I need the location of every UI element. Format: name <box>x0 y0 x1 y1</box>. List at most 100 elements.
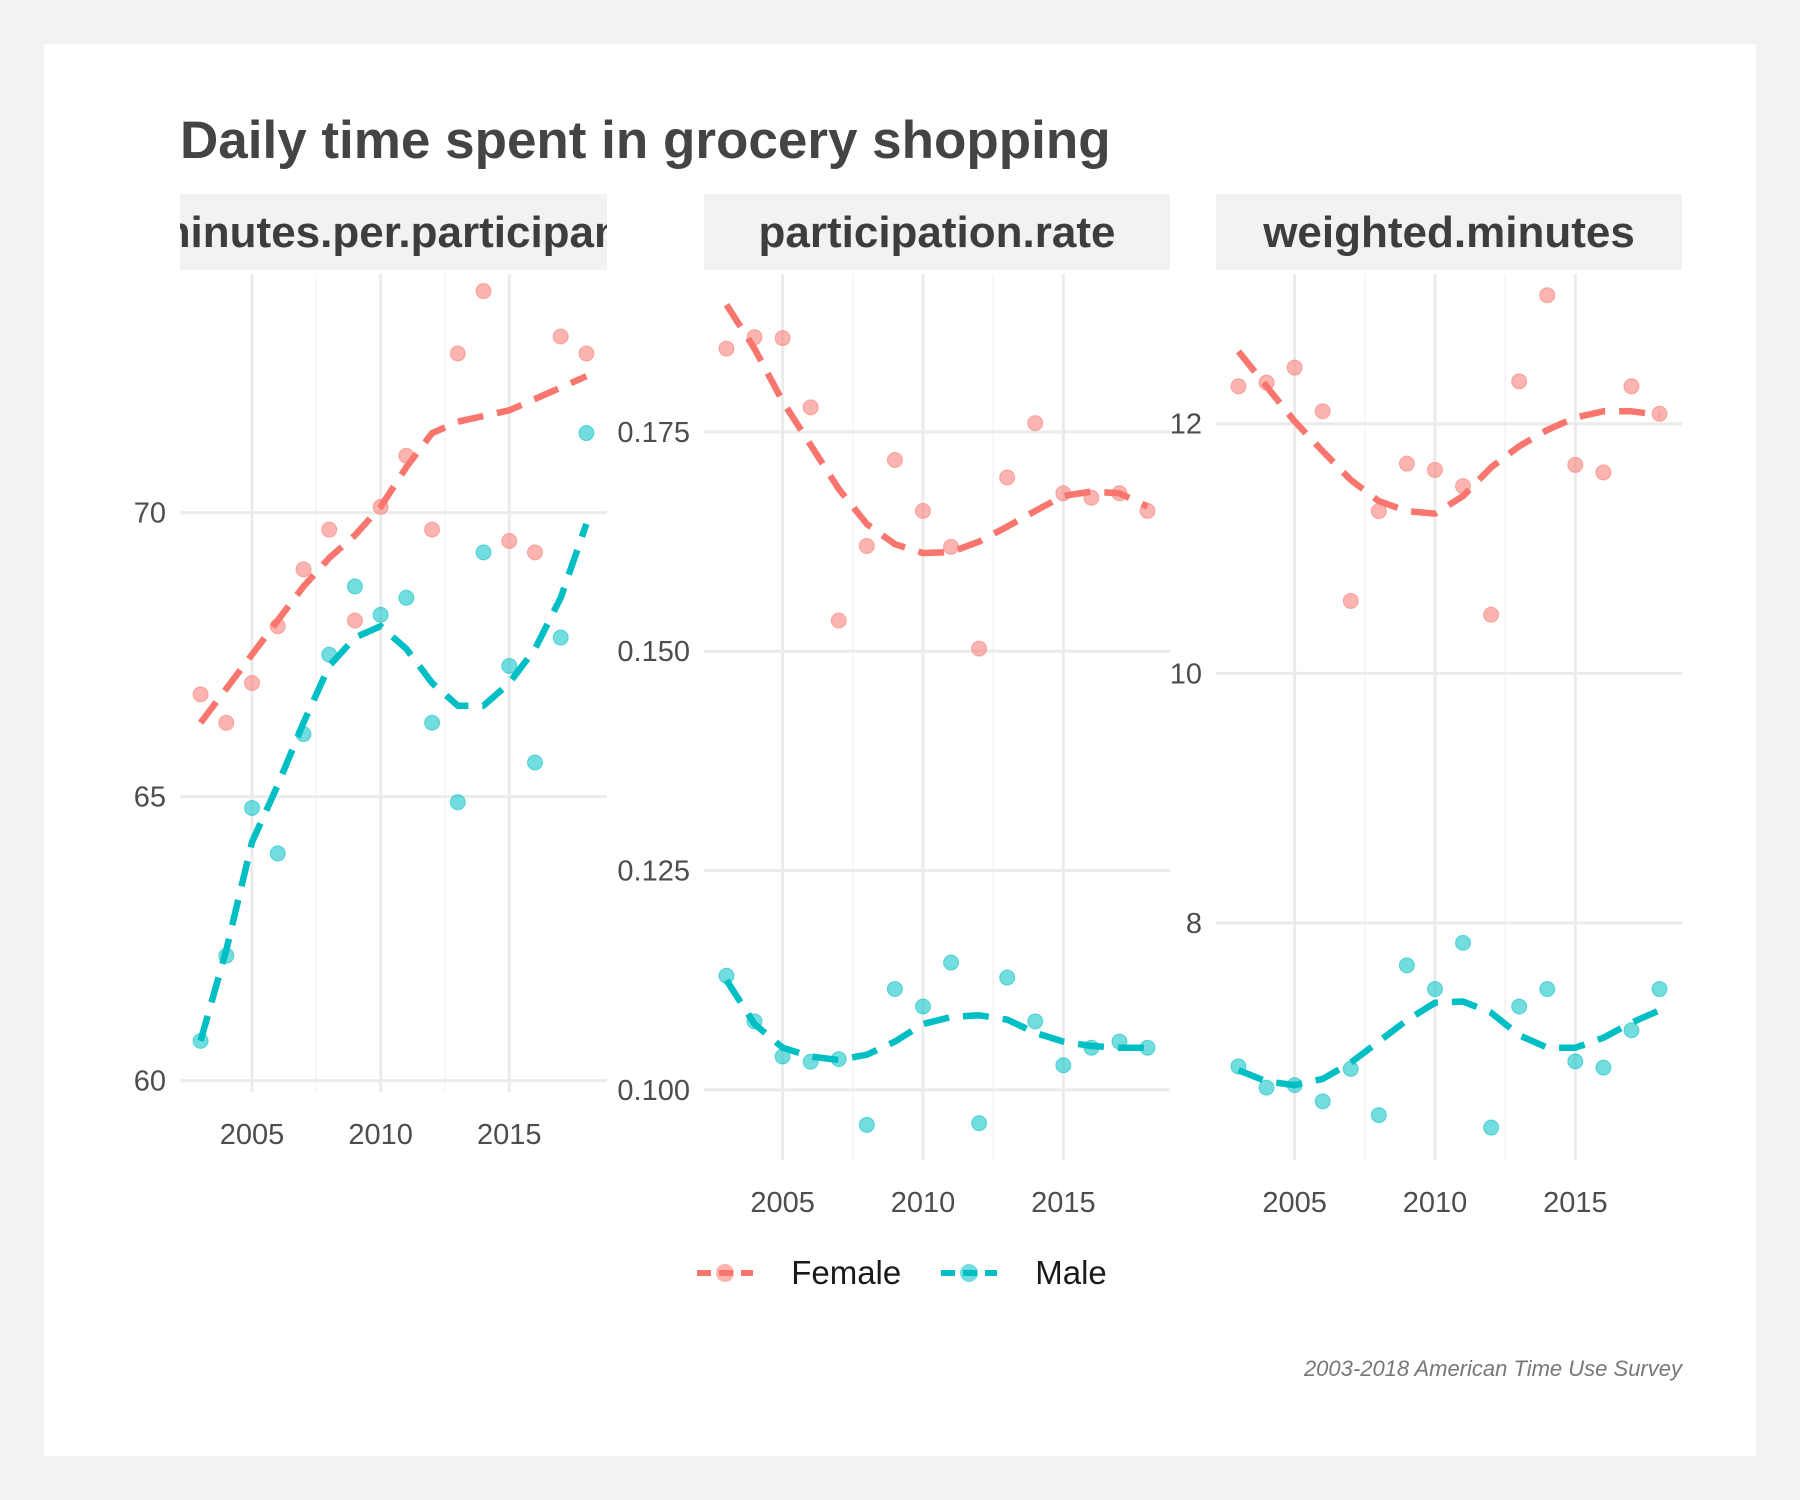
data-point <box>1342 1060 1359 1077</box>
x-tick-label: 2005 <box>220 1119 285 1151</box>
data-point <box>1511 373 1528 390</box>
data-point <box>1426 461 1443 478</box>
data-point <box>886 980 903 997</box>
data-point <box>914 998 931 1015</box>
data-point <box>346 578 363 595</box>
y-tick-label: 60 <box>134 1066 166 1098</box>
data-point <box>1258 1079 1275 1096</box>
data-point <box>774 330 791 347</box>
data-point <box>802 399 819 416</box>
data-point <box>449 794 466 811</box>
strip-label: weighted.minutes <box>1262 208 1635 257</box>
data-point <box>552 629 569 646</box>
panel-strip: minutes.per.participant <box>151 194 635 270</box>
data-point <box>943 538 960 555</box>
data-point <box>321 521 338 538</box>
data-point <box>1595 464 1612 481</box>
data-point <box>244 799 261 816</box>
data-point <box>295 561 312 578</box>
data-point <box>475 544 492 561</box>
data-point <box>1230 378 1247 395</box>
data-point <box>886 451 903 468</box>
facet-plot: minutes.per.participant 2005 2010 2015 60 65 7… <box>134 194 1682 1219</box>
series-male <box>718 954 1156 1133</box>
panel-minutes.per.participant: minutes.per.participant 2005 2010 2015 60 65 7… <box>134 194 635 1151</box>
chart-card: Daily time spent in grocery shopping min… <box>44 44 1756 1456</box>
y-tick-label: 8 <box>1186 908 1202 940</box>
data-point <box>1539 981 1556 998</box>
data-point <box>449 345 466 362</box>
data-point <box>1342 592 1359 609</box>
data-point <box>1314 403 1331 420</box>
data-point <box>718 340 735 357</box>
data-point <box>943 954 960 971</box>
x-tick-label: 2015 <box>1031 1187 1096 1219</box>
y-tick-label: 0.125 <box>617 856 690 888</box>
data-point <box>526 754 543 771</box>
x-tick-label: 2010 <box>1403 1187 1468 1219</box>
data-point <box>999 969 1016 986</box>
data-point <box>501 532 518 549</box>
data-point <box>858 537 875 554</box>
x-tick-label: 2015 <box>477 1119 542 1151</box>
data-point <box>1398 455 1415 472</box>
data-point <box>372 606 389 623</box>
panel-strip: weighted.minutes <box>1216 194 1682 270</box>
data-point <box>830 612 847 629</box>
x-tick-label: 2010 <box>891 1187 956 1219</box>
trend-line <box>1237 998 1661 1089</box>
y-tick-label: 0.175 <box>617 417 690 449</box>
data-point <box>578 425 595 442</box>
data-point <box>1370 1107 1387 1124</box>
data-point <box>1623 1022 1640 1039</box>
data-point <box>1314 1093 1331 1110</box>
data-point <box>1455 934 1472 951</box>
x-tick-label: 2005 <box>1262 1187 1327 1219</box>
legend-item-male: Male <box>937 1254 1107 1292</box>
panel-strip: participation.rate <box>704 194 1170 270</box>
y-tick-label: 12 <box>1170 409 1202 441</box>
data-point <box>1027 1013 1044 1030</box>
legend: Female Male <box>44 1254 1756 1292</box>
trend-line <box>197 522 590 1042</box>
data-point <box>1651 981 1668 998</box>
data-point <box>999 469 1016 486</box>
trend-line <box>1235 349 1660 517</box>
y-tick-label: 65 <box>134 782 166 814</box>
data-point <box>192 686 209 703</box>
strip-background <box>180 194 607 270</box>
chart-title: Daily time spent in grocery shopping <box>180 111 1111 170</box>
data-point <box>552 328 569 345</box>
gridlines <box>704 274 1170 1160</box>
gridlines <box>1216 274 1682 1160</box>
data-point <box>424 521 441 538</box>
legend-label-female: Female <box>791 1254 902 1291</box>
data-point <box>1539 287 1556 304</box>
data-point <box>1027 415 1044 432</box>
y-tick-label: 0.100 <box>617 1075 690 1107</box>
data-point <box>1426 981 1443 998</box>
strip-label: participation.rate <box>759 208 1116 257</box>
data-point <box>971 640 988 657</box>
legend-key-male <box>941 1264 998 1282</box>
strip-background <box>704 194 1170 270</box>
data-point <box>244 675 261 691</box>
caption: 2003-2018 American Time Use Survey <box>1303 1356 1682 1381</box>
data-point <box>424 714 441 731</box>
legend-item-female: Female <box>693 1254 901 1292</box>
x-tick-label: 2010 <box>348 1119 413 1151</box>
data-point <box>971 1115 988 1132</box>
data-point <box>1483 606 1500 623</box>
strip-background <box>1216 194 1682 270</box>
legend-key-female <box>697 1264 754 1282</box>
data-point <box>1567 456 1584 473</box>
x-tick-label: 2005 <box>750 1187 815 1219</box>
data-point <box>526 544 543 561</box>
data-point <box>1055 1057 1072 1074</box>
data-point <box>914 502 931 519</box>
x-tick-label: 2015 <box>1543 1187 1608 1219</box>
strip-label: minutes.per.participant <box>151 208 635 257</box>
series-male <box>1230 934 1668 1136</box>
data-point <box>475 283 492 300</box>
series-female <box>192 283 595 731</box>
